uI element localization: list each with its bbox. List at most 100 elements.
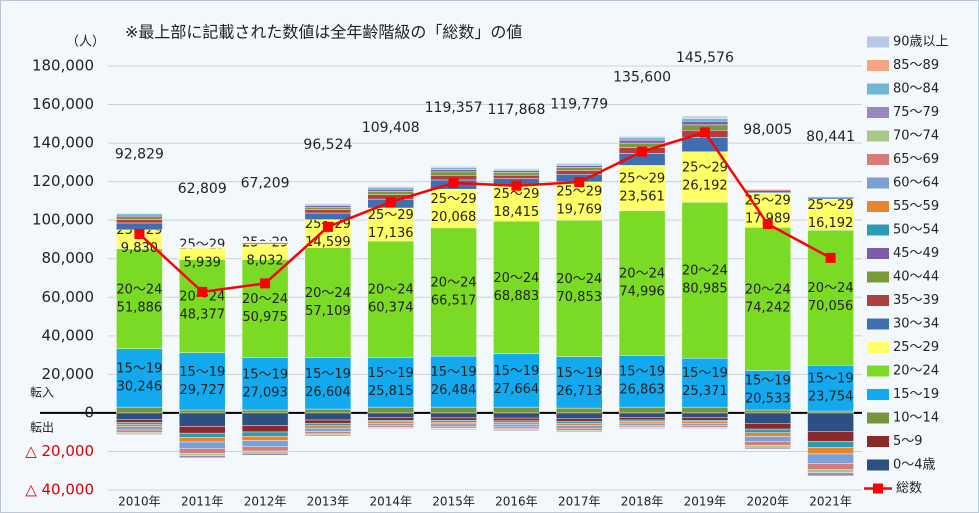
bar-segment <box>744 432 791 437</box>
data-label: 26,484 <box>431 383 477 398</box>
bar-segment <box>556 421 603 424</box>
legend-label: 5～9 <box>893 434 923 449</box>
bar-segment <box>744 409 791 414</box>
legend-swatch <box>867 412 889 424</box>
x-tick-label: 2019年 <box>684 495 727 509</box>
total-label: 62,809 <box>178 181 227 197</box>
legend-swatch <box>867 271 889 283</box>
bar-segment <box>430 189 477 229</box>
bar-segment <box>241 259 289 359</box>
bar-segment <box>116 424 163 427</box>
bar-segment <box>681 121 729 126</box>
bar-segment <box>556 431 603 433</box>
total-marker <box>511 180 522 191</box>
bar-segment <box>807 453 854 464</box>
segment-name: 15～19 <box>368 366 414 381</box>
total-label: 145,576 <box>676 50 734 66</box>
data-label: 27,664 <box>494 382 540 397</box>
bar-segment <box>807 472 854 477</box>
total-marker <box>762 219 773 230</box>
bar-segment <box>116 429 163 433</box>
data-label: 17,136 <box>368 226 414 241</box>
segment-name: 15～19 <box>493 364 539 379</box>
bar-segment <box>807 229 854 366</box>
bar-segment <box>744 447 791 450</box>
bar-segment <box>241 409 289 414</box>
bar-segment <box>430 420 477 423</box>
y-tick-label: 20,000 <box>42 365 95 383</box>
bar-segment <box>556 165 603 168</box>
total-line <box>138 130 832 294</box>
bar-segment <box>618 412 666 418</box>
legend-label: 50～54 <box>893 223 939 238</box>
x-tick-label: 2014年 <box>369 495 412 509</box>
legend-marker <box>873 483 883 494</box>
bar-segment <box>367 427 414 430</box>
legend-swatch <box>867 107 889 118</box>
bar-segment <box>304 412 352 421</box>
x-tick-label: 2018年 <box>621 495 664 509</box>
bar-segment <box>304 408 352 414</box>
y-tick-label: 180,000 <box>32 57 94 75</box>
data-label: 50,975 <box>242 310 288 325</box>
data-label: 51,886 <box>117 300 163 315</box>
legend-swatch <box>867 365 889 377</box>
x-tick-label: 2021年 <box>809 495 852 509</box>
total-marker <box>574 177 585 188</box>
segment-name: 25～29 <box>619 172 665 187</box>
bar-segment <box>493 424 540 428</box>
bar-segment <box>618 139 666 144</box>
y-tick-label: 140,000 <box>32 134 94 152</box>
data-label: 8,032 <box>246 253 283 268</box>
bar-segment <box>556 428 603 431</box>
bar-segment <box>241 440 289 448</box>
y-tick-label: 0 <box>84 403 94 421</box>
segment-name: 25～29 <box>368 208 414 223</box>
y-tick-label: 120,000 <box>32 172 94 190</box>
bar-segment <box>430 227 477 357</box>
bar-segment <box>116 433 163 435</box>
data-label: 66,517 <box>431 293 477 308</box>
data-label: 5,939 <box>184 255 221 270</box>
segment-name: 20～24 <box>556 272 602 287</box>
bar-segment <box>304 207 352 210</box>
segment-name: 15～19 <box>179 365 225 380</box>
data-label: 27,093 <box>242 385 288 400</box>
bar-segment <box>807 441 854 448</box>
segment-name: 20～24 <box>619 267 665 282</box>
bar-segment <box>681 151 729 203</box>
bar-segment <box>556 162 603 164</box>
bar-segment <box>116 219 163 224</box>
bar-segment <box>179 352 226 411</box>
y-tick-label: 40,000 <box>42 326 95 344</box>
bar-segment <box>493 426 540 429</box>
bar-segment <box>681 425 729 428</box>
bar-segment <box>744 412 791 424</box>
data-label: 26,192 <box>682 178 728 193</box>
bar-segment <box>241 450 289 454</box>
total-marker <box>825 252 836 263</box>
bar-segment <box>179 437 226 443</box>
legend-swatch <box>867 459 889 471</box>
bar-segment <box>681 116 729 119</box>
segment-name: 20～24 <box>808 281 854 296</box>
segment-name: 20～24 <box>116 282 162 297</box>
bar-segment <box>367 185 414 187</box>
total-label: 92,829 <box>115 146 164 162</box>
data-label: 16,192 <box>808 216 854 231</box>
bar-segment <box>179 409 226 414</box>
bar-segment <box>430 417 477 421</box>
legend-swatch <box>867 295 889 306</box>
total-marker <box>385 197 396 208</box>
bar-segment <box>556 163 603 166</box>
bar-segment <box>116 213 163 216</box>
bar-segment <box>304 423 352 427</box>
bar-segment <box>116 422 163 425</box>
bar-segment <box>430 423 477 427</box>
bar-segment <box>807 365 854 412</box>
legend-label: 80～84 <box>893 82 939 97</box>
total-label: 117,868 <box>487 102 545 118</box>
bar-segment <box>744 428 791 433</box>
bar-segment <box>493 172 540 176</box>
bar-segment <box>807 431 854 442</box>
